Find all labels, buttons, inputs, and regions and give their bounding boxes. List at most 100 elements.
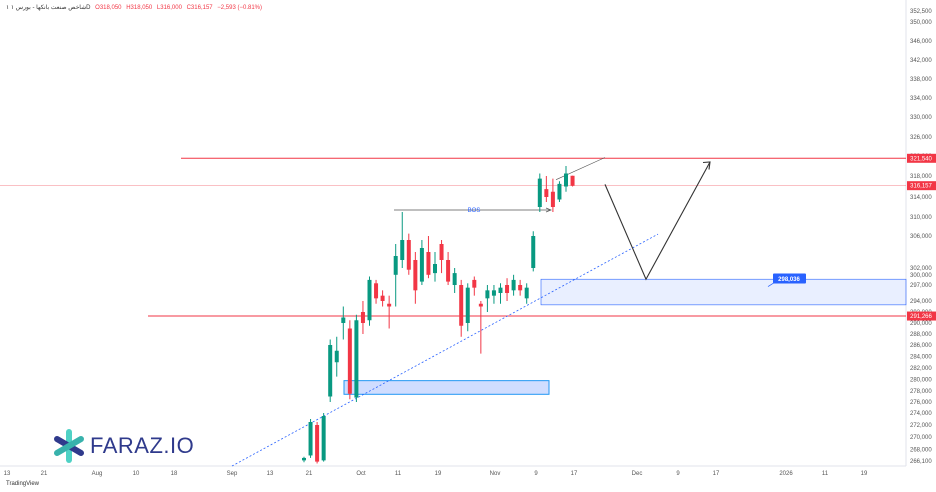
price-tick-label: 268,000 [910,447,932,453]
candle-body[interactable] [380,295,385,301]
candle-body[interactable] [557,183,562,200]
candle-body[interactable] [537,178,542,207]
candle-body[interactable] [406,240,411,270]
time-tick-label: 2026 [779,471,793,477]
price-tick-label: 310,000 [910,215,932,221]
symbol-name[interactable]: ۱ ‎شاخص صنعت بانکها - بورس ۱D [6,5,91,11]
candle-body[interactable] [564,173,568,187]
zone-label-text: 298,036 [778,277,800,283]
candle-body[interactable] [419,248,424,282]
price-tick-label: 276,000 [910,400,932,406]
price-tick-label: 297,000 [910,283,932,289]
candle-body[interactable] [360,312,365,323]
price-tick-label: 294,000 [910,299,932,305]
tradingview-footer[interactable]: TradingView [6,481,39,487]
demand-zone-upper[interactable] [540,278,907,306]
time-tick-label: 10 [133,471,140,477]
price-tick-label: 272,000 [910,423,932,429]
candle-body[interactable] [387,303,392,307]
time-tick-label: Dec [632,471,643,477]
ohlc-high: H318,050 [126,5,153,11]
time-tick-label: 17 [713,471,720,477]
time-tick-label: 9 [676,471,680,477]
price-tick-label: 338,000 [910,77,932,83]
candle-body[interactable] [511,279,516,291]
candle-body[interactable] [570,175,575,186]
price-tick-label: 282,000 [910,366,932,372]
price-tick-label: 274,000 [910,411,932,417]
candle-body[interactable] [459,285,464,326]
candle-body[interactable] [328,345,333,397]
candle-body[interactable] [439,244,444,260]
projection-path[interactable] [604,161,711,281]
candle-body[interactable] [491,290,496,296]
resistance-level-text: 321,540 [910,156,932,162]
price-tick-label: 280,000 [910,378,932,384]
last-price-box [907,181,936,191]
price-tick-label: 330,000 [910,115,932,121]
candle-body[interactable] [334,350,339,363]
price-tick-label: 334,000 [910,96,932,102]
demand-zone-lower[interactable] [343,380,550,395]
time-tick-label: 9 [534,471,538,477]
price-tick-label: 300,000 [910,273,932,279]
candle-body[interactable] [426,252,431,275]
price-tick-label: 290,000 [910,321,932,327]
price-tick-label: 318,000 [910,174,932,180]
zone-label-box[interactable] [773,273,806,284]
time-tick-label: 18 [171,471,178,477]
price-tick-label: 278,000 [910,389,932,395]
price-tick-label: 326,000 [910,135,932,141]
wedge-line [555,157,606,180]
candle-body[interactable] [531,236,536,268]
candle-body[interactable] [544,189,549,197]
candle-body[interactable] [452,273,457,285]
candle-body[interactable] [518,285,523,291]
time-tick-label: 11 [822,471,829,477]
time-tick-label: 17 [571,471,578,477]
candle-body[interactable] [308,422,313,456]
candle-body[interactable] [347,328,352,394]
candle-body[interactable] [315,425,320,462]
candle-body[interactable] [485,290,490,299]
candle-body[interactable] [524,287,529,299]
price-tick-label: 314,000 [910,195,932,201]
candle-body[interactable] [446,260,451,282]
trendline[interactable] [231,233,659,467]
price-tick-label: 284,000 [910,355,932,361]
time-tick-label: 21 [306,471,313,477]
symbol-header: ۱ ‎شاخص صنعت بانکها - بورس ۱D O318,050 H… [6,4,265,11]
candle-body[interactable] [400,240,405,260]
candle-body[interactable] [321,416,326,461]
time-tick-label: 11 [395,471,402,477]
tradingview-label: TradingView [6,481,40,487]
candle-body[interactable] [374,283,379,299]
candle-body[interactable] [498,287,503,293]
bos-label: BOS [468,208,481,214]
candle-body[interactable] [478,303,483,307]
price-tick-label: 346,000 [910,39,932,45]
candle-body[interactable] [465,287,470,323]
candle-body[interactable] [354,320,359,398]
candle-body[interactable] [413,260,418,291]
candle-body[interactable] [550,191,555,207]
resistance-level-box [907,153,936,163]
candle-body[interactable] [505,285,510,293]
price-tick-label: 286,000 [910,343,932,349]
brand-name: FARAZ.IO [90,433,195,458]
candle-body[interactable] [472,279,477,288]
candle-body[interactable] [341,317,346,324]
time-tick-label: Sep [227,471,238,477]
price-tick-label: 270,000 [910,435,932,441]
candle-body[interactable] [433,264,437,274]
candle-body[interactable] [302,457,306,461]
price-tick-label: 266,100 [910,459,932,465]
candle-body[interactable] [367,279,372,321]
candle-body[interactable] [393,256,398,275]
ohlc-open: O318,050 [95,5,122,11]
asterisk-logo-icon [54,429,84,463]
last-price-text: 316,157 [910,184,932,190]
support-level-box [907,311,936,321]
price-tick-label: 342,000 [910,58,932,64]
